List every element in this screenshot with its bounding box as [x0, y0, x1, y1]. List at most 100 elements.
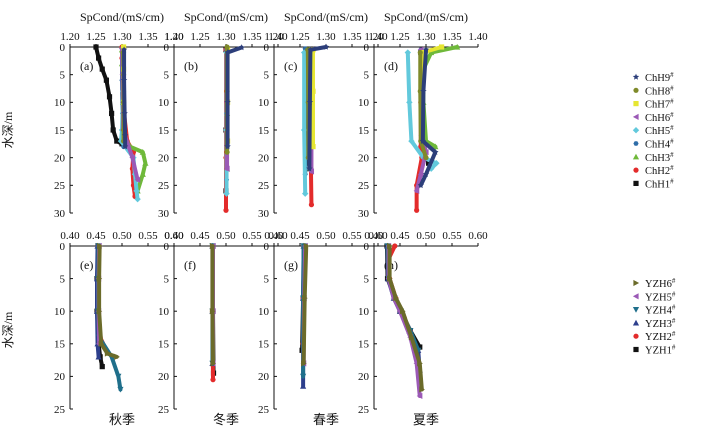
data-point [121, 110, 128, 117]
series-YZH6# [209, 242, 217, 367]
series-line [307, 45, 328, 171]
data-point [300, 126, 308, 134]
legend-label-mark: # [672, 304, 676, 312]
legend-marker [633, 87, 639, 93]
y-tick-label: 0 [264, 241, 270, 253]
data-point [109, 110, 115, 116]
data-point [387, 242, 393, 250]
y-tick-label: 5 [60, 69, 66, 81]
season-label: 冬季 [213, 412, 239, 427]
y-axis-title-top-text: 水深/m [1, 111, 15, 148]
legend-label: ChH7# [645, 98, 674, 111]
x-tick-label: 1.20 [60, 31, 80, 43]
x-tick-label: 0.50 [216, 230, 236, 242]
x-tick-label: 1.25 [190, 31, 210, 43]
season-label: 夏季 [413, 412, 439, 427]
data-point [238, 44, 245, 51]
x-tick-label: 0.45 [390, 230, 410, 242]
x-tick-label: 0.50 [416, 230, 436, 242]
data-point [96, 275, 103, 282]
panel-label: (d) [384, 59, 398, 73]
data-point [428, 165, 435, 172]
data-point [432, 143, 439, 150]
x-tick-label: 0.60 [468, 230, 488, 242]
data-point [433, 160, 440, 167]
series-ChH9# [306, 43, 330, 172]
series-ChH9# [417, 46, 439, 189]
legend-label-mark: # [670, 71, 674, 79]
chart-panel-4: 1.20 1.25 1.30 1.35 1.40051015202530SpCond/(… [358, 10, 488, 220]
legend-marker [632, 293, 639, 300]
legend-label: YZH6# [645, 277, 676, 290]
legend-marker [632, 307, 640, 313]
series-line [210, 244, 215, 366]
legend-label: ChH8# [645, 84, 674, 97]
y-tick-label: 30 [158, 208, 170, 220]
legend-top: ChH9#ChH8#ChH7#ChH6#ChH5#ChH4#ChH3#ChH2#… [632, 71, 674, 190]
panel-label: (a) [80, 59, 93, 73]
legend-label-mark: # [672, 290, 676, 298]
series-line [301, 244, 309, 366]
data-point [209, 242, 216, 250]
data-point [423, 155, 429, 161]
data-point [97, 242, 103, 250]
legend-marker [633, 346, 639, 353]
x-tick-label: 0.60 [164, 230, 184, 242]
legend-marker [633, 141, 639, 146]
data-point [422, 46, 430, 53]
series-ChH9# [224, 44, 245, 150]
y-tick-label: 0 [60, 241, 66, 253]
data-point [303, 242, 310, 250]
data-point [121, 143, 129, 150]
x-tick-label: 0.40 [164, 230, 184, 242]
x-tick-label: 1.20 [264, 31, 284, 43]
legend-bottom: YZH6#YZH5#YZH4#YZH3#YZH2#YZH1# [632, 277, 676, 357]
legend-label-mark: # [670, 164, 674, 172]
panel-label: (f) [184, 258, 196, 272]
legend-label: ChH2# [645, 164, 674, 177]
legend-label-mark: # [670, 138, 674, 146]
x-tick-label: 1.25 [290, 31, 310, 43]
series-ChH1# [93, 44, 125, 147]
legend-label: ChH6# [645, 111, 674, 124]
legend-label-mark: # [672, 344, 676, 352]
data-point [209, 308, 216, 315]
x-tick-label: 1.40 [164, 31, 184, 43]
data-point [428, 49, 435, 56]
data-point [224, 44, 230, 50]
series-YZH6# [387, 242, 425, 393]
data-point [417, 360, 423, 367]
data-point [110, 127, 116, 133]
legend-marker [633, 167, 639, 173]
data-point [400, 308, 406, 315]
data-point [117, 386, 124, 393]
series-line [122, 47, 128, 149]
data-point [96, 55, 102, 61]
x-tick-label: 1.40 [268, 31, 288, 43]
series-line [418, 50, 428, 160]
data-point [417, 171, 424, 178]
y-tick-label: 25 [54, 180, 66, 192]
y-tick-label: 20 [358, 152, 370, 164]
x-tick-label: 1.20 [164, 31, 184, 43]
panels-group: 1.20 1.25 1.30 1.35 1.40051015202530SpCond/(… [54, 10, 488, 427]
y-tick-label: 20 [158, 152, 170, 164]
legend-label: ChH5# [645, 124, 674, 137]
y-tick-label: 30 [258, 208, 270, 220]
data-point [301, 360, 307, 367]
y-tick-label: 15 [258, 125, 270, 137]
data-point [139, 171, 146, 177]
data-point [420, 87, 427, 95]
series-line [225, 45, 244, 149]
data-point [129, 154, 135, 161]
x-tick-label: 0.55 [442, 230, 462, 242]
y-tick-label: 5 [364, 69, 370, 81]
data-point [419, 137, 427, 144]
y-tick-label: 0 [264, 42, 270, 54]
legend-label: ChH4# [645, 138, 674, 151]
x-tick-label: 0.55 [242, 230, 262, 242]
data-point [106, 94, 113, 100]
data-point [93, 44, 99, 50]
y-tick-label: 0 [164, 241, 170, 253]
series-line [421, 45, 460, 149]
